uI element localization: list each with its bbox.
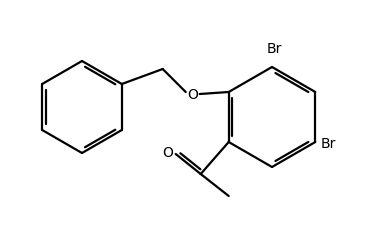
Text: Br: Br bbox=[266, 42, 282, 56]
Text: O: O bbox=[162, 145, 173, 159]
Text: O: O bbox=[187, 88, 198, 102]
Text: Br: Br bbox=[320, 137, 336, 150]
